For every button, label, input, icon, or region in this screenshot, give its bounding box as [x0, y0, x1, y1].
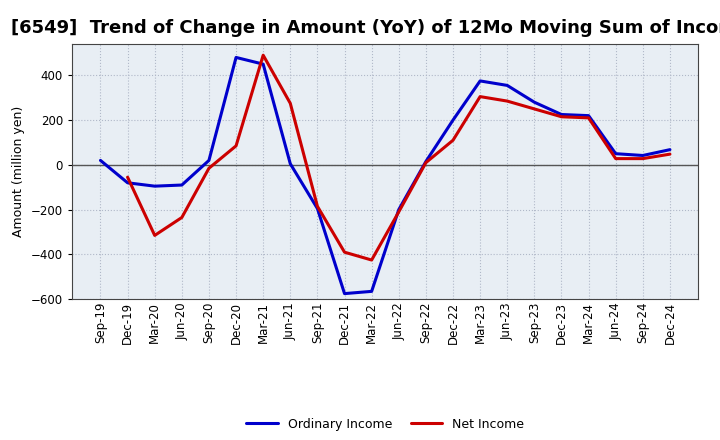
- Title: [6549]  Trend of Change in Amount (YoY) of 12Mo Moving Sum of Incomes: [6549] Trend of Change in Amount (YoY) o…: [11, 19, 720, 37]
- Ordinary Income: [367, 289, 376, 294]
- Ordinary Income: [395, 207, 403, 212]
- Net Income: [259, 52, 268, 58]
- Ordinary Income: [449, 117, 457, 123]
- Net Income: [449, 138, 457, 143]
- Net Income: [313, 204, 322, 209]
- Net Income: [204, 165, 213, 171]
- Net Income: [611, 156, 620, 161]
- Net Income: [232, 143, 240, 148]
- Net Income: [367, 257, 376, 263]
- Ordinary Income: [150, 183, 159, 189]
- Ordinary Income: [341, 291, 349, 296]
- Line: Ordinary Income: Ordinary Income: [101, 58, 670, 293]
- Net Income: [584, 115, 593, 121]
- Ordinary Income: [665, 147, 674, 152]
- Line: Net Income: Net Income: [127, 55, 670, 260]
- Ordinary Income: [557, 112, 566, 117]
- Net Income: [341, 249, 349, 255]
- Ordinary Income: [530, 99, 539, 105]
- Ordinary Income: [639, 153, 647, 158]
- Net Income: [557, 114, 566, 119]
- Ordinary Income: [584, 113, 593, 118]
- Ordinary Income: [476, 78, 485, 84]
- Ordinary Income: [178, 183, 186, 188]
- Ordinary Income: [611, 151, 620, 156]
- Ordinary Income: [123, 180, 132, 185]
- Ordinary Income: [96, 158, 105, 163]
- Y-axis label: Amount (million yen): Amount (million yen): [12, 106, 25, 237]
- Ordinary Income: [259, 62, 268, 67]
- Net Income: [665, 151, 674, 157]
- Ordinary Income: [421, 159, 430, 164]
- Net Income: [503, 99, 511, 104]
- Net Income: [286, 101, 294, 106]
- Ordinary Income: [286, 161, 294, 166]
- Net Income: [476, 94, 485, 99]
- Net Income: [123, 175, 132, 180]
- Ordinary Income: [204, 158, 213, 163]
- Legend: Ordinary Income, Net Income: Ordinary Income, Net Income: [241, 413, 529, 436]
- Net Income: [178, 215, 186, 220]
- Net Income: [421, 160, 430, 165]
- Ordinary Income: [313, 206, 322, 211]
- Ordinary Income: [232, 55, 240, 60]
- Net Income: [530, 106, 539, 112]
- Net Income: [395, 209, 403, 215]
- Net Income: [150, 233, 159, 238]
- Net Income: [639, 156, 647, 161]
- Ordinary Income: [503, 83, 511, 88]
